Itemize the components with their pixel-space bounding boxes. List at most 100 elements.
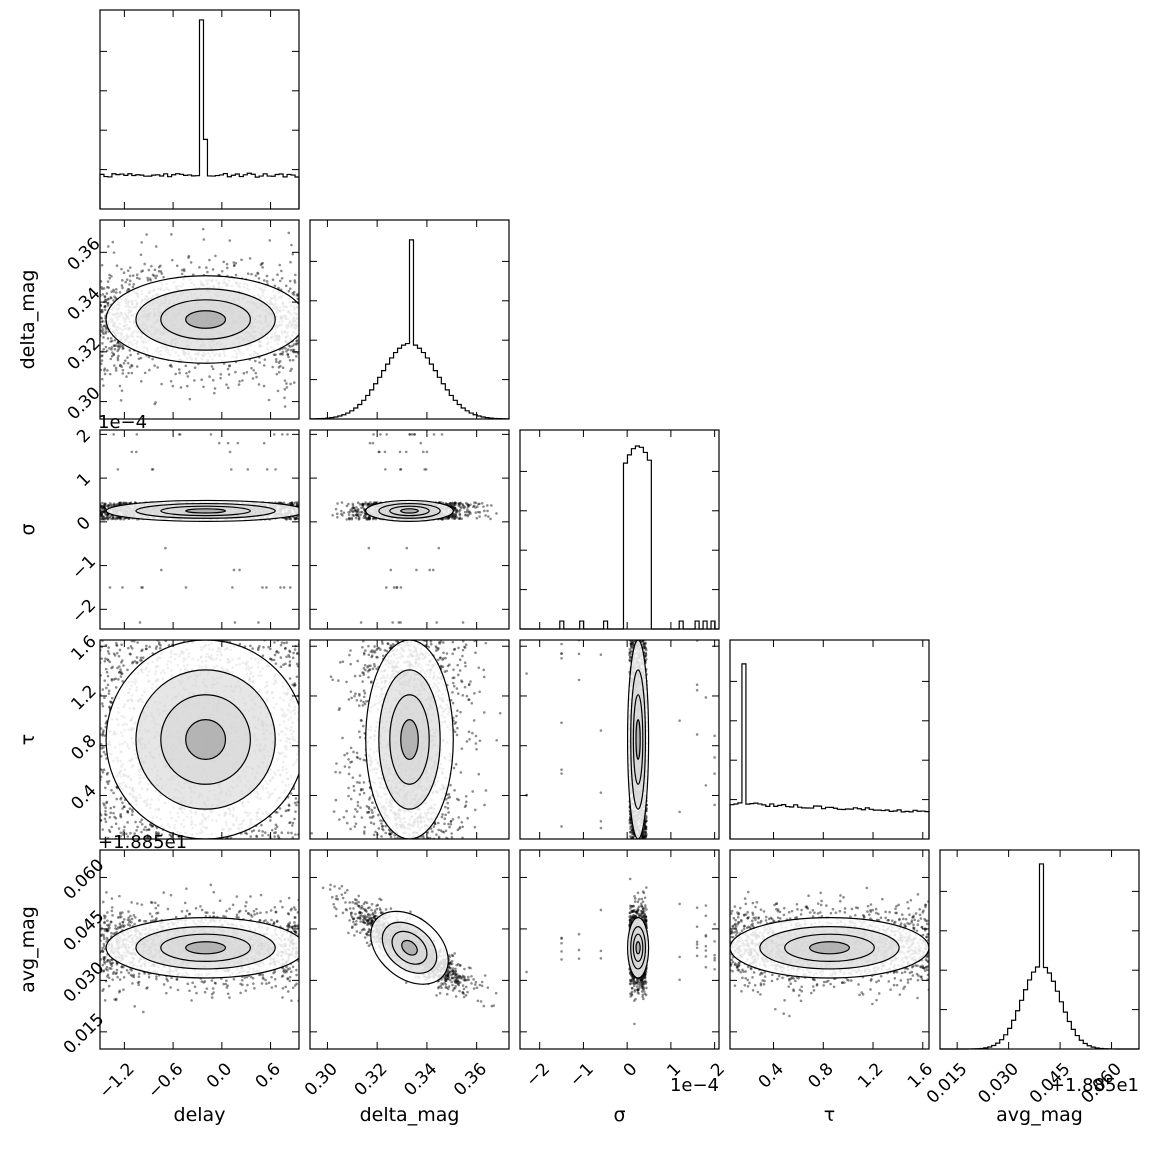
sample-point bbox=[399, 586, 403, 589]
sample-point bbox=[474, 506, 477, 509]
sample-point bbox=[100, 329, 103, 333]
sample-point bbox=[226, 367, 230, 371]
panel-sigma-sigma bbox=[519, 429, 720, 630]
sample-point bbox=[359, 621, 363, 624]
sample-point bbox=[184, 586, 188, 589]
sample-point bbox=[101, 319, 105, 323]
sample-point bbox=[276, 273, 279, 277]
sample-point bbox=[361, 503, 365, 507]
sample-point bbox=[362, 516, 366, 519]
sample-point bbox=[100, 285, 103, 289]
sample-point bbox=[472, 504, 476, 508]
sample-point bbox=[114, 516, 118, 519]
sample-point bbox=[455, 516, 459, 519]
sample-point bbox=[100, 501, 104, 505]
sample-point bbox=[103, 509, 106, 513]
sample-point bbox=[211, 367, 215, 371]
sample-point bbox=[119, 517, 122, 521]
sample-point bbox=[115, 516, 119, 520]
sample-point bbox=[114, 517, 118, 521]
sample-point bbox=[103, 308, 107, 312]
sample-point bbox=[114, 344, 118, 347]
sample-point bbox=[363, 502, 367, 506]
sample-point bbox=[271, 278, 275, 282]
sample-point bbox=[103, 509, 107, 513]
sample-point bbox=[119, 517, 123, 520]
sample-point bbox=[293, 517, 297, 521]
sample-point bbox=[463, 510, 467, 514]
sample-point bbox=[369, 501, 372, 504]
panel-delay-delta_mag bbox=[99, 219, 300, 420]
sample-point bbox=[112, 502, 116, 505]
sample-point bbox=[292, 290, 296, 294]
sample-point bbox=[113, 347, 117, 351]
sample-point bbox=[290, 367, 293, 371]
sample-point bbox=[108, 516, 111, 520]
sample-point bbox=[374, 517, 378, 521]
sample-point bbox=[102, 347, 106, 351]
sample-point bbox=[106, 285, 109, 289]
sample-point bbox=[449, 503, 453, 506]
sample-point bbox=[352, 514, 356, 517]
sample-point bbox=[379, 433, 382, 436]
sample-point bbox=[371, 441, 375, 445]
sample-point bbox=[354, 513, 358, 517]
sample-point bbox=[293, 279, 296, 282]
sample-point bbox=[478, 502, 481, 506]
sample-point bbox=[362, 514, 366, 518]
sample-point bbox=[294, 501, 297, 504]
sample-point bbox=[287, 517, 290, 520]
sample-point bbox=[355, 510, 359, 513]
sample-point bbox=[454, 514, 458, 517]
sample-point bbox=[290, 243, 293, 247]
sample-point bbox=[460, 506, 463, 510]
sample-point bbox=[112, 517, 116, 521]
sample-point bbox=[180, 268, 184, 272]
sample-point bbox=[186, 375, 190, 378]
sample-point bbox=[100, 505, 103, 508]
sample-point bbox=[351, 509, 354, 513]
sample-point bbox=[104, 507, 107, 510]
sample-point bbox=[448, 502, 452, 506]
sample-point bbox=[170, 233, 173, 236]
sample-point bbox=[103, 518, 106, 521]
sample-point bbox=[256, 271, 259, 275]
sample-point bbox=[291, 358, 295, 362]
sample-point bbox=[437, 546, 441, 550]
sample-point bbox=[283, 405, 287, 408]
sample-point bbox=[454, 507, 457, 511]
sample-point bbox=[154, 276, 158, 280]
sample-point bbox=[100, 513, 104, 517]
sample-point bbox=[286, 352, 290, 356]
sample-point bbox=[122, 346, 125, 350]
sample-point bbox=[284, 284, 288, 288]
sample-point bbox=[261, 266, 264, 269]
sample-point bbox=[486, 509, 489, 513]
sample-point bbox=[289, 517, 292, 521]
sample-point bbox=[361, 503, 365, 506]
sample-point bbox=[156, 832, 159, 836]
sample-point bbox=[100, 320, 104, 324]
sample-point bbox=[365, 503, 369, 506]
sample-point bbox=[198, 266, 201, 269]
sample-point bbox=[395, 586, 398, 589]
sample-point bbox=[115, 503, 119, 506]
sample-point bbox=[110, 346, 114, 349]
sample-point bbox=[202, 238, 206, 241]
sample-point bbox=[354, 509, 358, 512]
sample-point bbox=[100, 310, 103, 314]
sample-point bbox=[117, 501, 121, 505]
sample-point bbox=[371, 517, 375, 521]
sample-point bbox=[296, 293, 299, 296]
sample-point bbox=[117, 347, 121, 351]
sample-point bbox=[126, 356, 129, 359]
sample-point bbox=[153, 364, 157, 367]
sample-point bbox=[291, 252, 295, 256]
sample-point bbox=[114, 291, 118, 294]
sample-point bbox=[105, 516, 108, 520]
sample-point bbox=[122, 517, 125, 521]
sample-point bbox=[425, 450, 429, 454]
sample-point bbox=[267, 398, 271, 402]
sample-point bbox=[121, 347, 125, 350]
sample-point bbox=[140, 586, 143, 589]
